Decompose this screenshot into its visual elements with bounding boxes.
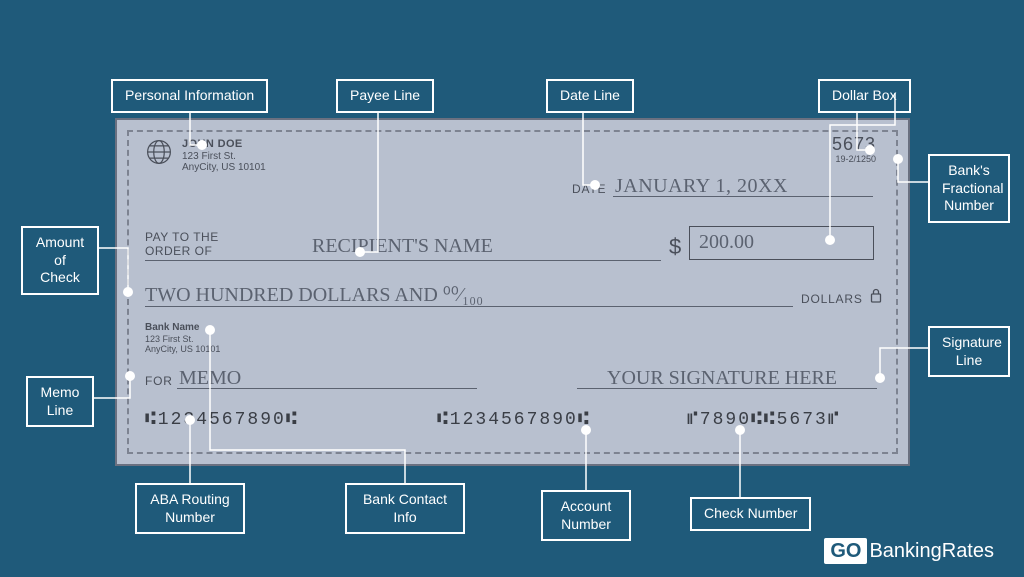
callout-amount-of-check: Amount of Check [21, 226, 99, 295]
fractional-number: 19-2/1250 [835, 154, 876, 164]
bank-addr1: 123 First St. [145, 334, 194, 344]
callout-bank-fractional: Bank's Fractional Number [928, 154, 1010, 223]
payto-value: RECIPIENT'S NAME [312, 235, 493, 258]
callout-dollar-box: Dollar Box [818, 79, 911, 113]
date-label: DATE [572, 182, 606, 196]
callout-bank-contact-info: Bank Contact Info [345, 483, 465, 534]
callout-account-number: Account Number [541, 490, 631, 541]
callout-check-number: Check Number [690, 497, 811, 531]
personal-addr2: AnyCity, US 10101 [182, 162, 266, 173]
callout-signature-line: Signature Line [928, 326, 1010, 377]
memo-underline [177, 388, 477, 389]
date-value: JANUARY 1, 20XX [615, 175, 788, 198]
check: JOHN DOE 123 First St. AnyCity, US 10101… [115, 118, 910, 466]
personal-name: JOHN DOE [182, 138, 243, 150]
callout-personal-information: Personal Information [111, 79, 268, 113]
callout-memo-line: Memo Line [26, 376, 94, 427]
check-number: 5673 [832, 134, 876, 155]
lock-icon [870, 288, 882, 308]
amount-underline [145, 306, 793, 307]
dollar-box-value: 200.00 [699, 231, 754, 254]
callout-payee-line: Payee Line [336, 79, 434, 113]
memo-label: FOR [145, 374, 173, 388]
memo-value: MEMO [179, 367, 241, 390]
personal-addr1: 123 First St. [182, 151, 236, 162]
globe-icon [145, 138, 173, 171]
dollar-sign: $ [669, 234, 681, 260]
callout-date-line: Date Line [546, 79, 634, 113]
dollars-label: DOLLARS [801, 292, 863, 306]
brand-text: BankingRates [869, 540, 994, 562]
payto-label: PAY TO THE ORDER OF [145, 230, 219, 259]
signature-value: YOUR SIGNATURE HERE [607, 367, 837, 390]
amount-words: TWO HUNDRED DOLLARS AND ⁰⁰⁄₁₀₀ [145, 282, 483, 307]
micr-checknum: ⑈7890⑆⑆5673⑈ [687, 410, 841, 430]
callout-aba-routing: ABA Routing Number [135, 483, 245, 534]
brand-box: GO [824, 538, 867, 564]
bank-addr2: AnyCity, US 10101 [145, 344, 220, 354]
micr-account: ⑆1234567890⑆ [437, 410, 591, 430]
payto-underline [145, 260, 661, 261]
bank-name: Bank Name [145, 322, 199, 333]
micr-routing: ⑆1234567890⑆ [145, 410, 299, 430]
signature-underline [577, 388, 877, 389]
date-underline [613, 196, 873, 197]
brand-logo: GOBankingRates [824, 540, 994, 563]
